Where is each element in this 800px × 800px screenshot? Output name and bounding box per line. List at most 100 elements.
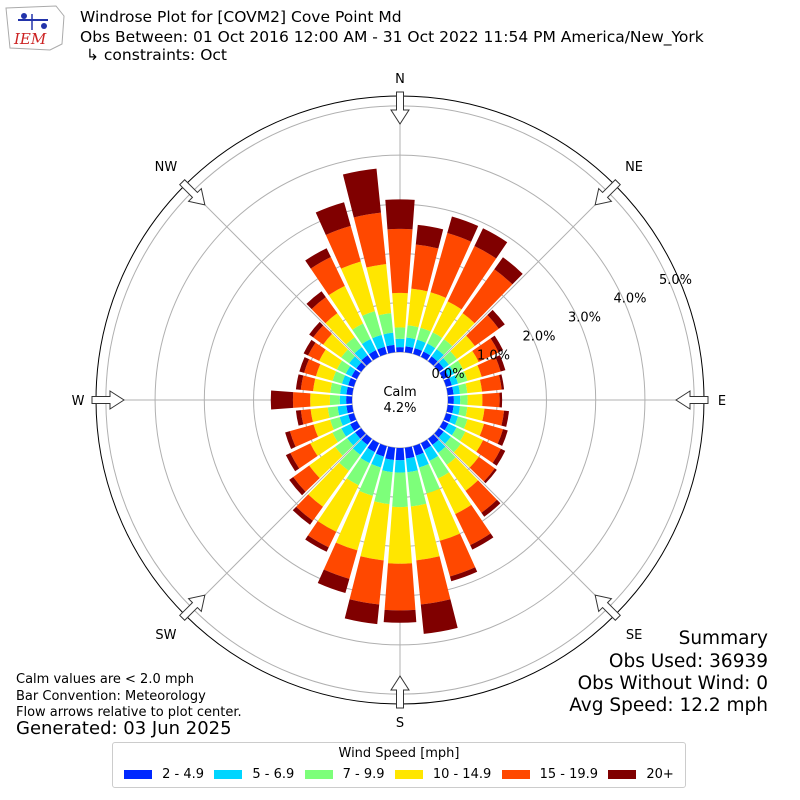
- bar-segment: [371, 453, 384, 468]
- bar-segment: [385, 199, 415, 230]
- bar-segment: [446, 386, 454, 396]
- bar-segment: [308, 462, 349, 507]
- bar-segment: [455, 371, 468, 384]
- legend-label: 7 - 9.9: [342, 767, 385, 782]
- bar-segment: [447, 245, 497, 310]
- bar-segment: [384, 563, 416, 611]
- bar-segment: [424, 445, 439, 461]
- legend-swatch: [124, 770, 153, 779]
- bar-segment: [497, 429, 508, 446]
- bar-segment: [446, 457, 479, 491]
- bar-segment: [444, 423, 457, 436]
- bar-segment: [395, 447, 405, 461]
- bar-segment: [289, 424, 319, 447]
- bar-segment: [360, 501, 390, 561]
- bar-segment: [308, 342, 326, 361]
- bar-segment: [386, 344, 396, 354]
- windrose-plot: N NE E SE S SW W NW 0.0% 1.0% 2.0% 3.0% 4.0% 5.0% Ca…: [72, 72, 727, 731]
- bar-segment: [327, 406, 340, 418]
- bar-segment: [366, 264, 392, 316]
- bar-segment: [315, 202, 351, 235]
- bar-segment: [452, 405, 460, 415]
- bar-segment: [346, 458, 370, 486]
- direction-label: SE: [626, 628, 642, 643]
- bar-segment: [443, 413, 452, 423]
- legend-label: 15 - 19.9: [539, 767, 599, 782]
- iem-logo: IEM: [5, 5, 65, 51]
- bar-segment: [352, 439, 368, 455]
- bar-segment: [336, 360, 351, 374]
- bar-segment: [429, 455, 450, 479]
- bar-segment: [346, 404, 354, 414]
- direction-label: N: [395, 72, 405, 87]
- bar-segment: [449, 414, 459, 425]
- ring-label: 5.0%: [659, 273, 692, 288]
- bar-segment: [458, 383, 468, 394]
- bar-segment: [367, 439, 380, 453]
- bar-segment: [438, 446, 456, 465]
- bar-segment: [342, 168, 381, 218]
- bar-segment: [443, 351, 457, 365]
- bar-segment: [423, 343, 436, 356]
- bar-segment: [501, 410, 509, 427]
- bar-segment: [439, 420, 449, 431]
- bar-segment: [385, 446, 396, 460]
- bar-segment: [335, 490, 373, 551]
- bar-segment: [458, 350, 479, 370]
- grid-spoke: [433, 184, 616, 367]
- bar-segment: [451, 427, 466, 441]
- bar-segment: [407, 288, 428, 328]
- bar-segment: [420, 439, 432, 450]
- bar-segment: [443, 377, 452, 387]
- bar-segment: [375, 443, 387, 457]
- bar-segment: [368, 350, 380, 361]
- flow-arrow-icon: [179, 594, 206, 621]
- bar-segment: [492, 448, 506, 466]
- legend-swatch: [501, 770, 530, 779]
- bar-segment: [444, 436, 461, 453]
- bar-segment: [290, 443, 318, 469]
- bar-segment: [289, 477, 306, 496]
- bar-segment: [449, 375, 459, 386]
- bar-segment: [474, 228, 508, 259]
- bar-segment: [382, 458, 394, 473]
- bar-segment: [360, 447, 375, 464]
- bar-segment: [438, 357, 449, 369]
- bar-segment: [444, 366, 455, 377]
- bar-segment: [405, 457, 418, 473]
- bar-segment: [494, 257, 523, 285]
- summary-obs-used: Obs Used: 36939: [608, 651, 768, 672]
- legend-item: 20+: [608, 767, 674, 782]
- ring-label: 3.0%: [568, 311, 601, 326]
- bar-segment: [472, 338, 499, 362]
- bar-segment: [447, 216, 479, 242]
- bar-segment: [339, 448, 361, 471]
- bar-segment: [352, 323, 371, 345]
- calm-label: Calm: [383, 385, 416, 400]
- bar-segment: [469, 456, 495, 482]
- bar-segment: [443, 313, 475, 347]
- legend-swatch: [608, 770, 637, 779]
- calm-note: Calm values are < 2.0 mph: [16, 672, 195, 687]
- calm-value: 4.2%: [383, 401, 416, 416]
- bar-segment: [465, 406, 485, 421]
- bar-segment: [330, 382, 342, 394]
- legend-swatch: [394, 770, 423, 779]
- chart-title: Windrose Plot for [COVM2] Cove Point Md: [80, 8, 402, 26]
- direction-label: W: [72, 394, 85, 409]
- bar-segment: [407, 470, 427, 507]
- bar-segment: [306, 291, 326, 310]
- bar-segment: [311, 297, 338, 324]
- grid-spoke: [184, 433, 367, 616]
- bar-segment: [387, 228, 413, 294]
- bar-segment: [362, 311, 382, 339]
- bar-segment: [355, 428, 366, 439]
- bar-segment: [420, 599, 458, 634]
- bar-segment: [487, 309, 505, 329]
- bar-segment: [463, 365, 482, 381]
- bar-segment: [465, 379, 483, 394]
- flow-arrow-icon: [390, 675, 410, 709]
- bar-segment: [310, 393, 331, 407]
- bar-segment: [350, 420, 361, 432]
- bar-segment: [428, 356, 438, 366]
